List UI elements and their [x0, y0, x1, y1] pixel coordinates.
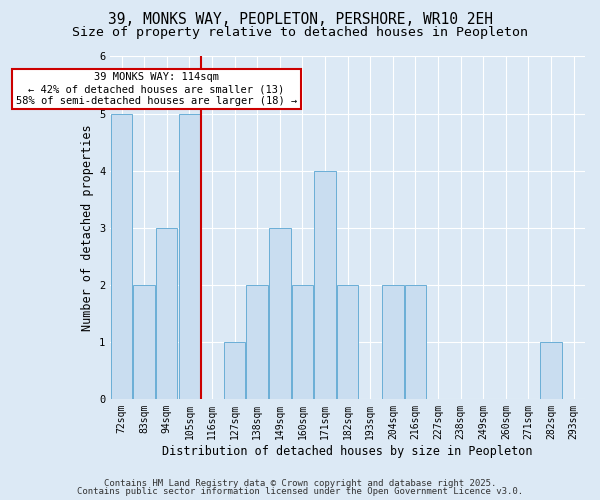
Bar: [247, 284, 268, 399]
Text: 39 MONKS WAY: 114sqm
← 42% of detached houses are smaller (13)
58% of semi-detac: 39 MONKS WAY: 114sqm ← 42% of detached h…: [16, 72, 297, 106]
Bar: [133, 284, 155, 399]
Bar: [337, 284, 358, 399]
Y-axis label: Number of detached properties: Number of detached properties: [80, 124, 94, 331]
Bar: [156, 228, 178, 399]
Text: Size of property relative to detached houses in Peopleton: Size of property relative to detached ho…: [72, 26, 528, 39]
X-axis label: Distribution of detached houses by size in Peopleton: Distribution of detached houses by size …: [163, 444, 533, 458]
Text: Contains public sector information licensed under the Open Government Licence v3: Contains public sector information licen…: [77, 487, 523, 496]
Text: 39, MONKS WAY, PEOPLETON, PERSHORE, WR10 2EH: 39, MONKS WAY, PEOPLETON, PERSHORE, WR10…: [107, 12, 493, 28]
Bar: [314, 170, 336, 399]
Bar: [179, 114, 200, 399]
Text: Contains HM Land Registry data © Crown copyright and database right 2025.: Contains HM Land Registry data © Crown c…: [104, 478, 496, 488]
Bar: [541, 342, 562, 399]
Bar: [224, 342, 245, 399]
Bar: [111, 114, 132, 399]
Bar: [382, 284, 404, 399]
Bar: [292, 284, 313, 399]
Bar: [405, 284, 426, 399]
Bar: [269, 228, 290, 399]
